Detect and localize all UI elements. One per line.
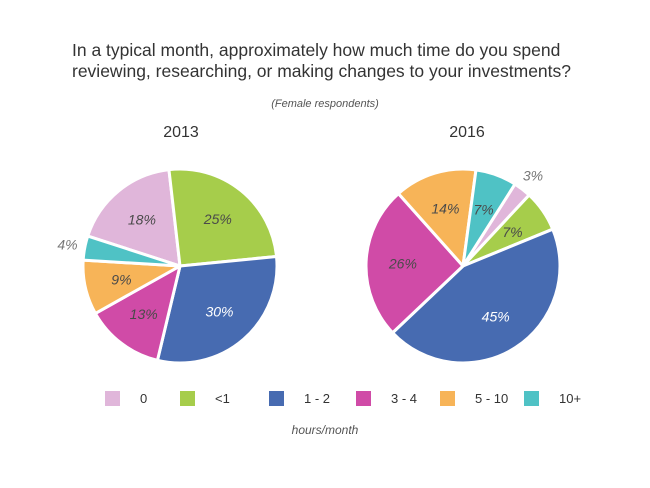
legend-label-0: 0: [140, 390, 148, 406]
pie-2016-label-2: 45%: [482, 309, 510, 325]
pie-2016-slice-4: [396, 167, 478, 268]
legend-swatch-3: [356, 390, 371, 406]
legend-swatch-5: [524, 390, 539, 406]
legend-label-4: 5 - 10: [475, 390, 509, 406]
pie-2013-slice-5: [81, 234, 182, 268]
legend-swatch-1: [180, 390, 195, 406]
legend-swatch-4: [440, 390, 455, 406]
legend-swatch-0: [105, 390, 120, 406]
pie-2013-slice-1: [167, 167, 279, 268]
pie-2013-label-5: 4%: [57, 237, 77, 253]
legend-label-2: 1 - 2: [304, 390, 331, 406]
pie-2016-label-4: 14%: [431, 201, 459, 217]
pie-2016-label-0: 3%: [523, 167, 543, 183]
legend-item-4: 5 - 10: [440, 388, 508, 408]
legend-label-1: <1: [215, 390, 230, 406]
legend-item-0: 0: [105, 388, 147, 408]
pie-2016-slice-5: [461, 168, 517, 268]
pie-2013-label-1: 25%: [203, 211, 232, 227]
legend-label-5: 10+: [559, 390, 582, 406]
pie-2016-label-5: 7%: [473, 202, 493, 218]
pie-2013: 18% 25% 30% 13% 9% 4%: [57, 167, 279, 365]
pie-2013-label-0: 18%: [128, 211, 156, 227]
x-axis-label: hours/month: [291, 423, 359, 437]
legend-item-2: 1 - 2: [269, 388, 330, 408]
pie-2013-label-3: 13%: [130, 306, 158, 322]
chart-title-line-1: In a typical month, approximately how mu…: [72, 40, 561, 60]
pie-2016-slice-2: [391, 227, 562, 365]
pie-2013-slice-2: [155, 254, 279, 365]
legend-swatch-2: [269, 390, 284, 406]
pie-2013-label-2: 30%: [205, 303, 233, 319]
chart-title-line-2: reviewing, researching, or making change…: [72, 61, 571, 81]
pie-2013-slice-3: [93, 264, 182, 362]
pie-2016-slice-3: [364, 192, 465, 335]
legend-item-3: 3 - 4: [356, 388, 417, 408]
pie-title-2016: 2016: [449, 124, 485, 141]
legend-item-1: <1: [180, 388, 230, 408]
pie-2013-label-4: 9%: [111, 271, 131, 287]
pie-2016: 3% 7% 45% 26% 14% 7%: [364, 167, 562, 365]
pie-2016-label-1: 7%: [502, 224, 522, 240]
legend: 0 <1 1 - 2 3 - 4 5 - 10 10+: [0, 388, 650, 408]
pie-title-2013: 2013: [163, 124, 199, 141]
chart-subtitle: (Female respondents): [271, 98, 379, 110]
pie-2013-slice-0: [86, 168, 182, 268]
pie-2016-label-3: 26%: [388, 256, 417, 272]
legend-label-3: 3 - 4: [391, 390, 418, 406]
legend-item-5: 10+: [524, 388, 581, 408]
